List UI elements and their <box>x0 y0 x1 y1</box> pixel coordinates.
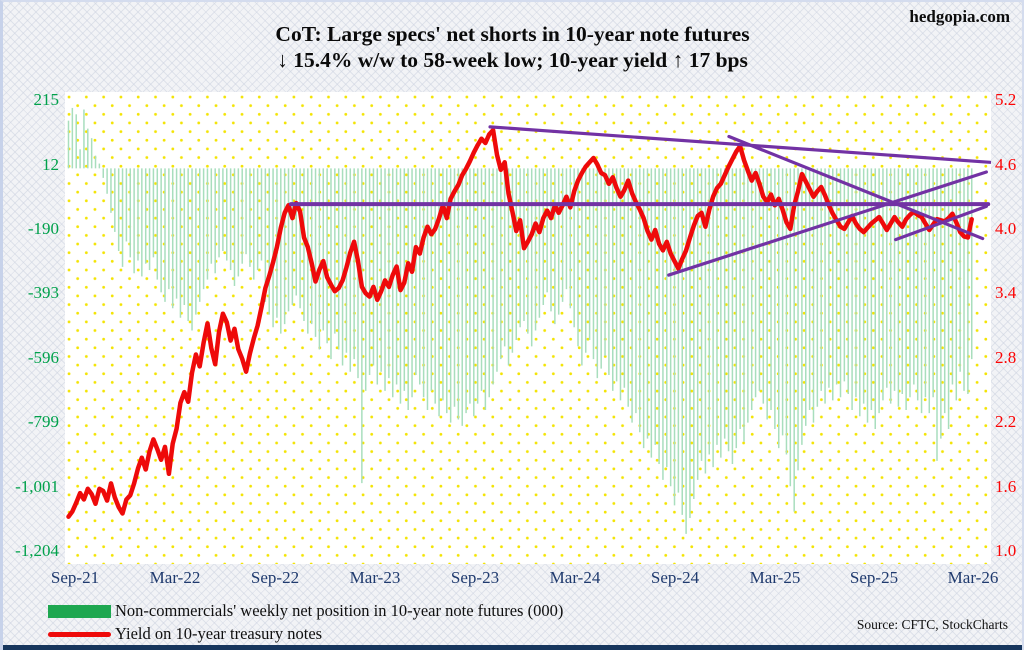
y-right-label: 2.2 <box>995 412 1017 431</box>
y-left-label: -1,001 <box>15 477 59 496</box>
y-left-label: 12 <box>42 155 59 174</box>
trendline-descending-from-oct23-peak <box>488 125 991 164</box>
y-left-label: -393 <box>27 283 59 302</box>
trendline-ascending-short-lower <box>894 204 988 242</box>
y-left-label: -596 <box>27 348 59 367</box>
trendline-ascending-from-sep24-low <box>667 170 988 277</box>
net-position-swatch <box>48 604 111 618</box>
y-right-label: 2.8 <box>995 348 1017 367</box>
x-tick-label: Sep-22 <box>250 568 300 587</box>
x-tick-label: Sep-25 <box>849 568 899 587</box>
legend-item-yield: Yield on 10-year treasury notes <box>48 624 563 643</box>
yield-swatch <box>48 631 111 637</box>
yield-label: Yield on 10-year treasury notes <box>115 624 323 643</box>
x-tick-label: Sep-24 <box>650 568 700 587</box>
plot-area <box>65 92 991 564</box>
source-credit: Source: CFTC, StockCharts <box>856 617 1008 632</box>
chart-title-line1: CoT: Large specs' net shorts in 10-year … <box>275 22 750 46</box>
y-right-label: 4.0 <box>995 219 1017 238</box>
y-right-label: 5.2 <box>995 90 1017 109</box>
bottom-border <box>3 645 1022 650</box>
x-tick-label: Mar-23 <box>349 568 401 587</box>
y-left-label: -1,204 <box>15 541 59 560</box>
y-right-label: 3.4 <box>995 283 1017 302</box>
x-tick-label: Mar-24 <box>549 568 601 587</box>
y-right-label: 1.6 <box>995 477 1017 496</box>
net-position-label: Non-commercials' weekly net position in … <box>115 601 564 620</box>
y-right-label: 4.6 <box>995 155 1017 174</box>
x-tick-label: Mar-26 <box>947 568 999 587</box>
x-tick-label: Sep-21 <box>50 568 100 587</box>
legend-item-net-position: Non-commercials' weekly net position in … <box>48 601 564 620</box>
site-watermark: hedgopia.com <box>909 7 1010 26</box>
plot-svg <box>66 107 991 534</box>
legend: Non-commercials' weekly net position in … <box>48 601 564 649</box>
x-tick-label: Sep-23 <box>450 568 500 587</box>
y-left-label: -799 <box>27 412 59 431</box>
x-tick-label: Mar-22 <box>149 568 201 587</box>
y-left-label: 215 <box>33 90 60 109</box>
y-right-label: 1.0 <box>995 541 1017 560</box>
y-left-label: -190 <box>27 219 59 238</box>
chart-title: CoT: Large specs' net shorts in 10-year … <box>3 21 1022 73</box>
yield-line <box>66 127 974 519</box>
chart-title-line2: ↓ 15.4% w/w to 58-week low; 10-year yiel… <box>277 48 748 72</box>
x-tick-label: Mar-25 <box>749 568 801 587</box>
